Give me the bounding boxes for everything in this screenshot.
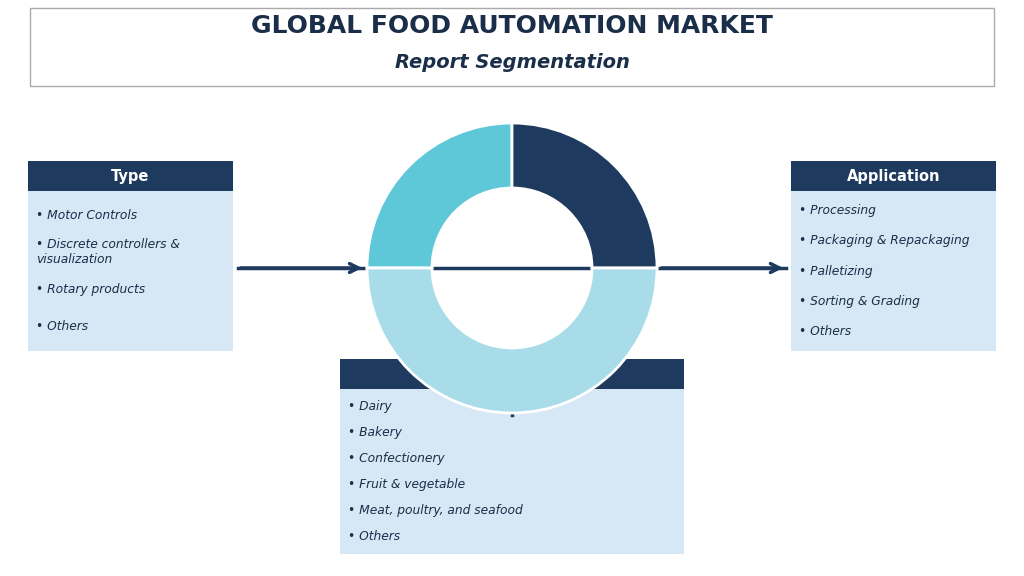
Wedge shape xyxy=(512,123,657,268)
Text: • Motor Controls: • Motor Controls xyxy=(36,209,137,222)
Text: • Bakery: • Bakery xyxy=(348,426,401,439)
Bar xyxy=(28,161,233,191)
Text: • Sorting & Grading: • Sorting & Grading xyxy=(799,295,920,308)
Text: Type: Type xyxy=(112,169,150,184)
FancyBboxPatch shape xyxy=(30,8,994,86)
Text: • Palletizing: • Palletizing xyxy=(799,264,872,278)
Text: Report Segmentation: Report Segmentation xyxy=(394,52,630,71)
Text: • Others: • Others xyxy=(348,530,400,544)
Text: • Others: • Others xyxy=(36,320,88,334)
Bar xyxy=(28,191,233,351)
Text: • Discrete controllers &
visualization: • Discrete controllers & visualization xyxy=(36,238,180,266)
Text: Application: Application xyxy=(847,169,940,184)
Bar xyxy=(791,191,996,351)
Bar xyxy=(791,161,996,191)
Text: • Fruit & vegetable: • Fruit & vegetable xyxy=(348,478,465,491)
Text: • Others: • Others xyxy=(799,325,851,338)
Text: • Processing: • Processing xyxy=(799,204,876,217)
Bar xyxy=(340,359,684,389)
Text: EMD-USERS: EMD-USERS xyxy=(464,366,560,381)
Text: GLOBAL FOOD AUTOMATION MARKET: GLOBAL FOOD AUTOMATION MARKET xyxy=(251,14,773,38)
Text: • Rotary products: • Rotary products xyxy=(36,283,145,296)
Wedge shape xyxy=(367,123,512,268)
Text: • Packaging & Repackaging: • Packaging & Repackaging xyxy=(799,234,970,247)
Wedge shape xyxy=(367,268,657,413)
Bar xyxy=(340,389,684,554)
Text: • Dairy: • Dairy xyxy=(348,400,391,412)
Text: • Meat, poultry, and seafood: • Meat, poultry, and seafood xyxy=(348,504,522,517)
Text: • Confectionery: • Confectionery xyxy=(348,452,444,465)
